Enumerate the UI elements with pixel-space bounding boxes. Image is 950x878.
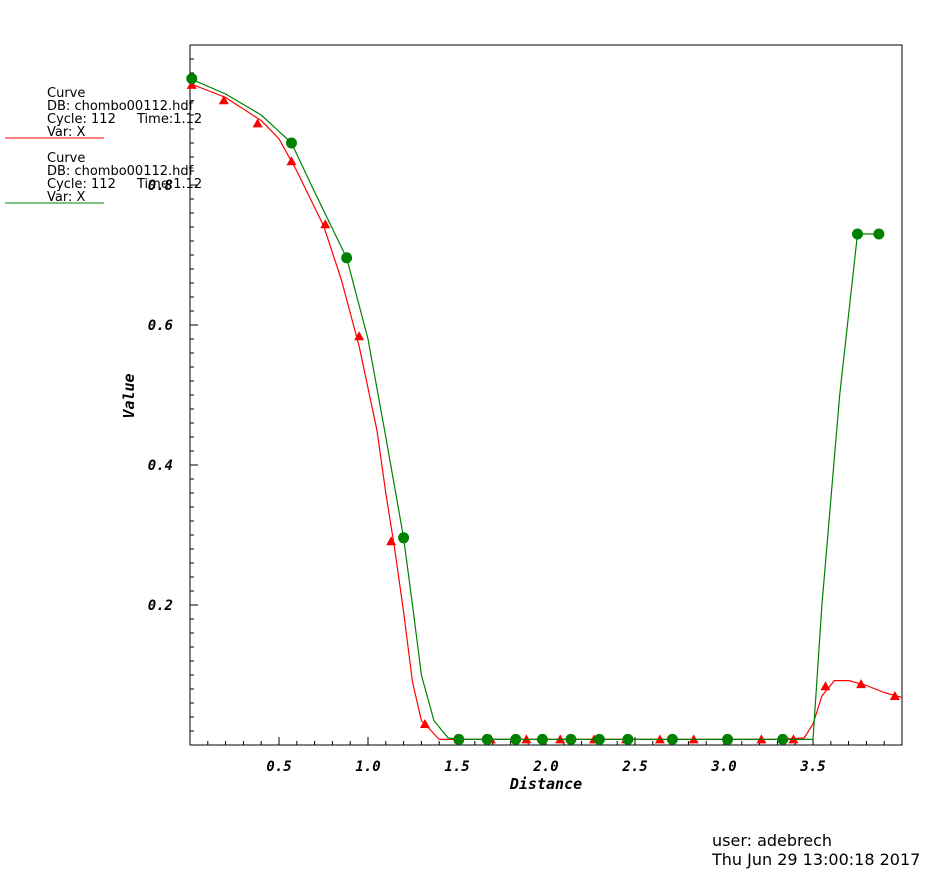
series-1-point: [419, 719, 430, 728]
series-layer: [186, 73, 903, 745]
axis-ticks: [189, 44, 903, 746]
series-1-point: [286, 156, 297, 166]
legend-entry-2-text: Cycle: 112: [47, 177, 116, 192]
plot-frame: [189, 44, 903, 746]
y-tick-label: 0.2: [148, 598, 173, 614]
series-2-point: [666, 733, 678, 745]
y-tick-label: 0.4: [148, 458, 173, 474]
series-2-point: [777, 733, 789, 745]
series-1-point: [856, 679, 867, 689]
series-2-point: [536, 733, 548, 745]
series-2-point: [341, 252, 353, 264]
series-2-point: [285, 137, 297, 149]
series-1-point: [252, 118, 263, 128]
series-2-point: [622, 733, 634, 745]
x-tick-label: 0.5: [266, 759, 291, 775]
legend-entry-1-text: Cycle: 112: [47, 112, 116, 127]
legend-entry-1-time: Time:1.12: [136, 112, 202, 127]
y-axis-title: Value: [120, 373, 138, 418]
legend-entry-1-text: Curve: [47, 86, 85, 101]
series-1-point: [820, 681, 831, 691]
series-2-point: [722, 733, 734, 745]
series-1-point: [354, 331, 365, 341]
series-1-line: [189, 82, 903, 741]
series-2-point: [565, 733, 577, 745]
x-tick-label: 2.5: [621, 759, 647, 775]
legend-entry-2-text: DB: chombo00112.hdf: [47, 164, 194, 179]
series-2-line: [189, 78, 879, 741]
series-2-point: [510, 733, 522, 745]
series-2-point: [593, 733, 605, 745]
series-1-point: [386, 536, 397, 546]
series-1-point: [889, 691, 900, 700]
series-1-point: [320, 219, 331, 229]
series-1-point: [186, 79, 197, 89]
legend-entry-2-time: Time:1.12: [136, 177, 202, 192]
x-tick-label: 2.0: [532, 759, 558, 775]
series-2-point: [398, 532, 410, 544]
series-2-point: [852, 228, 863, 240]
series-2-point: [481, 733, 493, 745]
series-2-point: [873, 228, 885, 240]
legend-entry-1-text: DB: chombo00112.hdf: [47, 99, 194, 114]
x-axis-title: Distance: [509, 775, 582, 793]
series-2-point: [453, 733, 465, 745]
legend-entry-2-text: Curve: [47, 151, 85, 166]
footer-user: user: adebrech: [712, 831, 833, 850]
x-tick-label: 1.0: [355, 759, 380, 775]
legend-entry-2-text: Var: X: [47, 190, 85, 205]
y-tick-label: 0.8: [148, 178, 173, 194]
x-tick-label: 3.5: [799, 759, 825, 775]
y-tick-label: 0.6: [148, 318, 173, 334]
footer-date: Thu Jun 29 13:00:18 2017: [712, 850, 921, 869]
axis-tick-labels: 0.5 1.0 1.5 2.0 2.5 3.0 3.5 0.2 0.4 0.6 0.8: [148, 178, 826, 775]
series-1-point: [218, 95, 229, 105]
x-tick-label: 3.0: [710, 759, 736, 775]
x-tick-label: 1.5: [444, 759, 469, 775]
legend-entry-1-text: Var: X: [47, 125, 85, 140]
series-2-point: [186, 73, 198, 85]
